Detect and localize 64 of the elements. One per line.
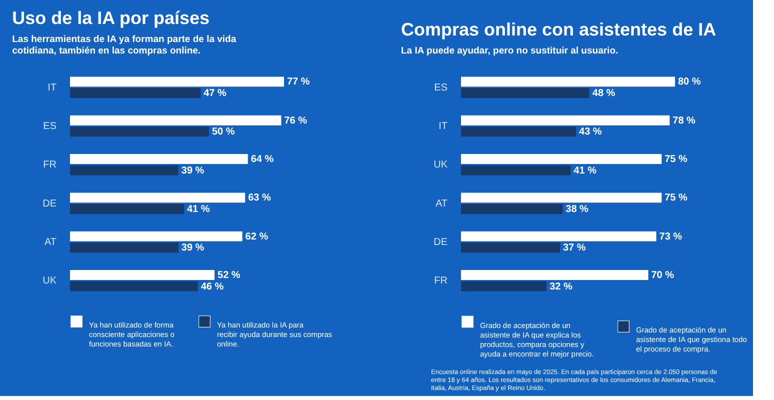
data-label: 64 % bbox=[250, 154, 274, 166]
data-label: 48 % bbox=[592, 88, 616, 100]
bar bbox=[70, 242, 178, 253]
data-label: 75 % bbox=[664, 154, 688, 166]
bar bbox=[461, 126, 576, 137]
data-label: 46 % bbox=[200, 281, 224, 292]
data-label: 62 % bbox=[245, 231, 268, 242]
data-label: 63 % bbox=[248, 192, 271, 204]
chart-subtitle: Las herramientas de IA ya forman parte de la vida cotidiana, también en las compras online. bbox=[12, 34, 237, 56]
data-label: 43 % bbox=[579, 126, 602, 138]
bar bbox=[70, 281, 198, 292]
y-tick-label: IT bbox=[438, 121, 448, 132]
bar bbox=[70, 76, 284, 87]
data-label: 41 % bbox=[574, 165, 597, 176]
bar bbox=[461, 165, 571, 176]
data-label: 75 % bbox=[664, 192, 688, 204]
data-label: 37 % bbox=[562, 242, 586, 254]
bar bbox=[70, 204, 184, 214]
bar bbox=[70, 126, 209, 137]
data-label: 78 % bbox=[672, 115, 696, 126]
bar bbox=[70, 115, 282, 126]
y-tick-label: DE bbox=[42, 198, 57, 210]
data-label: 76 % bbox=[284, 115, 308, 126]
data-label: 52 % bbox=[218, 270, 240, 281]
bar bbox=[461, 242, 560, 253]
data-label: 47 % bbox=[204, 88, 227, 100]
data-label: 80 % bbox=[678, 76, 701, 88]
data-label: 50 % bbox=[212, 126, 235, 138]
y-tick-label: UK bbox=[434, 160, 448, 171]
bar bbox=[461, 231, 656, 242]
bar bbox=[461, 192, 662, 203]
chart-subtitle: La IA puede ayudar, pero no sustituir al usuario. bbox=[401, 46, 618, 56]
bar bbox=[70, 270, 215, 280]
y-tick-label: IT bbox=[48, 82, 56, 94]
bar bbox=[70, 88, 201, 98]
data-label: 41 % bbox=[186, 204, 210, 215]
y-tick-label: FR bbox=[43, 160, 56, 171]
bar bbox=[461, 76, 675, 87]
bar bbox=[461, 270, 648, 280]
data-label: 70 % bbox=[651, 270, 674, 281]
bar bbox=[70, 154, 248, 164]
bar bbox=[70, 231, 242, 242]
bar bbox=[461, 115, 670, 126]
data-label: 38 % bbox=[566, 204, 589, 215]
bar bbox=[461, 88, 590, 98]
chart-title: Uso de la IA por países bbox=[12, 8, 210, 28]
bar bbox=[461, 154, 662, 164]
data-label: 32 % bbox=[550, 281, 572, 292]
bar bbox=[70, 192, 246, 203]
data-label: 73 % bbox=[659, 231, 682, 242]
y-tick-label: AT bbox=[435, 198, 448, 210]
y-tick-label: AT bbox=[44, 236, 56, 248]
data-label: 39 % bbox=[181, 165, 204, 176]
bar bbox=[461, 204, 563, 214]
chart-title: Compras online con asistentes de IA bbox=[401, 20, 716, 40]
y-tick-label: DE bbox=[434, 236, 448, 248]
bar bbox=[461, 281, 547, 292]
y-tick-label: FR bbox=[434, 276, 448, 287]
y-tick-label: ES bbox=[434, 82, 448, 94]
data-label: 77 % bbox=[287, 76, 310, 88]
data-label: 39 % bbox=[181, 242, 204, 254]
y-tick-label: ES bbox=[43, 121, 57, 132]
bar bbox=[70, 165, 178, 176]
y-tick-label: UK bbox=[42, 276, 57, 287]
